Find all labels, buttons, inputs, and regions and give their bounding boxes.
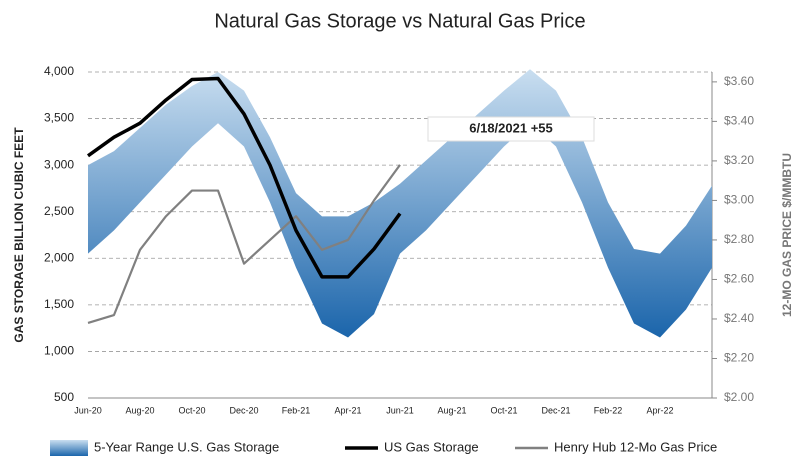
legend-swatch bbox=[50, 440, 88, 456]
x-tick-label: Oct-20 bbox=[178, 405, 205, 415]
legend-label: 5-Year Range U.S. Gas Storage bbox=[94, 439, 279, 454]
legend-label: US Gas Storage bbox=[384, 439, 479, 454]
x-tick-label: Jun-21 bbox=[386, 405, 414, 415]
line-series bbox=[86, 76, 402, 279]
y2-tick-label: $2.00 bbox=[724, 390, 754, 404]
y2-axis-title: 12-MO GAS PRICE $/MMBTU bbox=[780, 153, 794, 317]
y2-tick-label: $3.20 bbox=[724, 153, 754, 167]
x-tick-label: Oct-21 bbox=[490, 405, 517, 415]
y2-tick-label: $3.40 bbox=[724, 114, 754, 128]
y-tick-label: 3,500 bbox=[44, 111, 74, 125]
y2-tick-label: $3.00 bbox=[724, 193, 754, 207]
y2-tick-label: $2.80 bbox=[724, 232, 754, 246]
y2-tick-label: $3.60 bbox=[724, 74, 754, 88]
x-tick-label: Apr-21 bbox=[334, 405, 361, 415]
y-tick-label: 1,500 bbox=[44, 297, 74, 311]
x-tick-label: Aug-21 bbox=[437, 405, 466, 415]
y2-tick-label: $2.40 bbox=[724, 311, 754, 325]
x-tick-label: Dec-20 bbox=[229, 405, 258, 415]
y-tick-label: 2,500 bbox=[44, 204, 74, 218]
y-tick-label: 3,000 bbox=[44, 157, 74, 171]
x-tick-label: Aug-20 bbox=[125, 405, 154, 415]
y-tick-label: 2,000 bbox=[44, 250, 74, 264]
x-tick-label: Apr-22 bbox=[646, 405, 673, 415]
line-series bbox=[87, 164, 401, 324]
x-tick-label: Dec-21 bbox=[541, 405, 570, 415]
y2-tick-label: $2.60 bbox=[724, 272, 754, 286]
y-tick-label: 500 bbox=[54, 390, 74, 404]
y2-tick-label: $2.20 bbox=[724, 351, 754, 365]
legend-label: Henry Hub 12-Mo Gas Price bbox=[554, 439, 717, 454]
x-tick-label: Feb-22 bbox=[594, 405, 623, 415]
y-axis-title: GAS STORAGE BILLION CUBIC FEET bbox=[12, 127, 26, 343]
y-tick-label: 1,000 bbox=[44, 344, 74, 358]
x-tick-label: Feb-21 bbox=[282, 405, 311, 415]
chart-title: Natural Gas Storage vs Natural Gas Price bbox=[214, 10, 585, 32]
range-band bbox=[88, 69, 712, 338]
annotation: 6/18/2021 +55 bbox=[469, 120, 553, 135]
y-tick-label: 4,000 bbox=[44, 64, 74, 78]
annotation-box bbox=[427, 116, 595, 142]
x-tick-label: Jun-20 bbox=[74, 405, 102, 415]
